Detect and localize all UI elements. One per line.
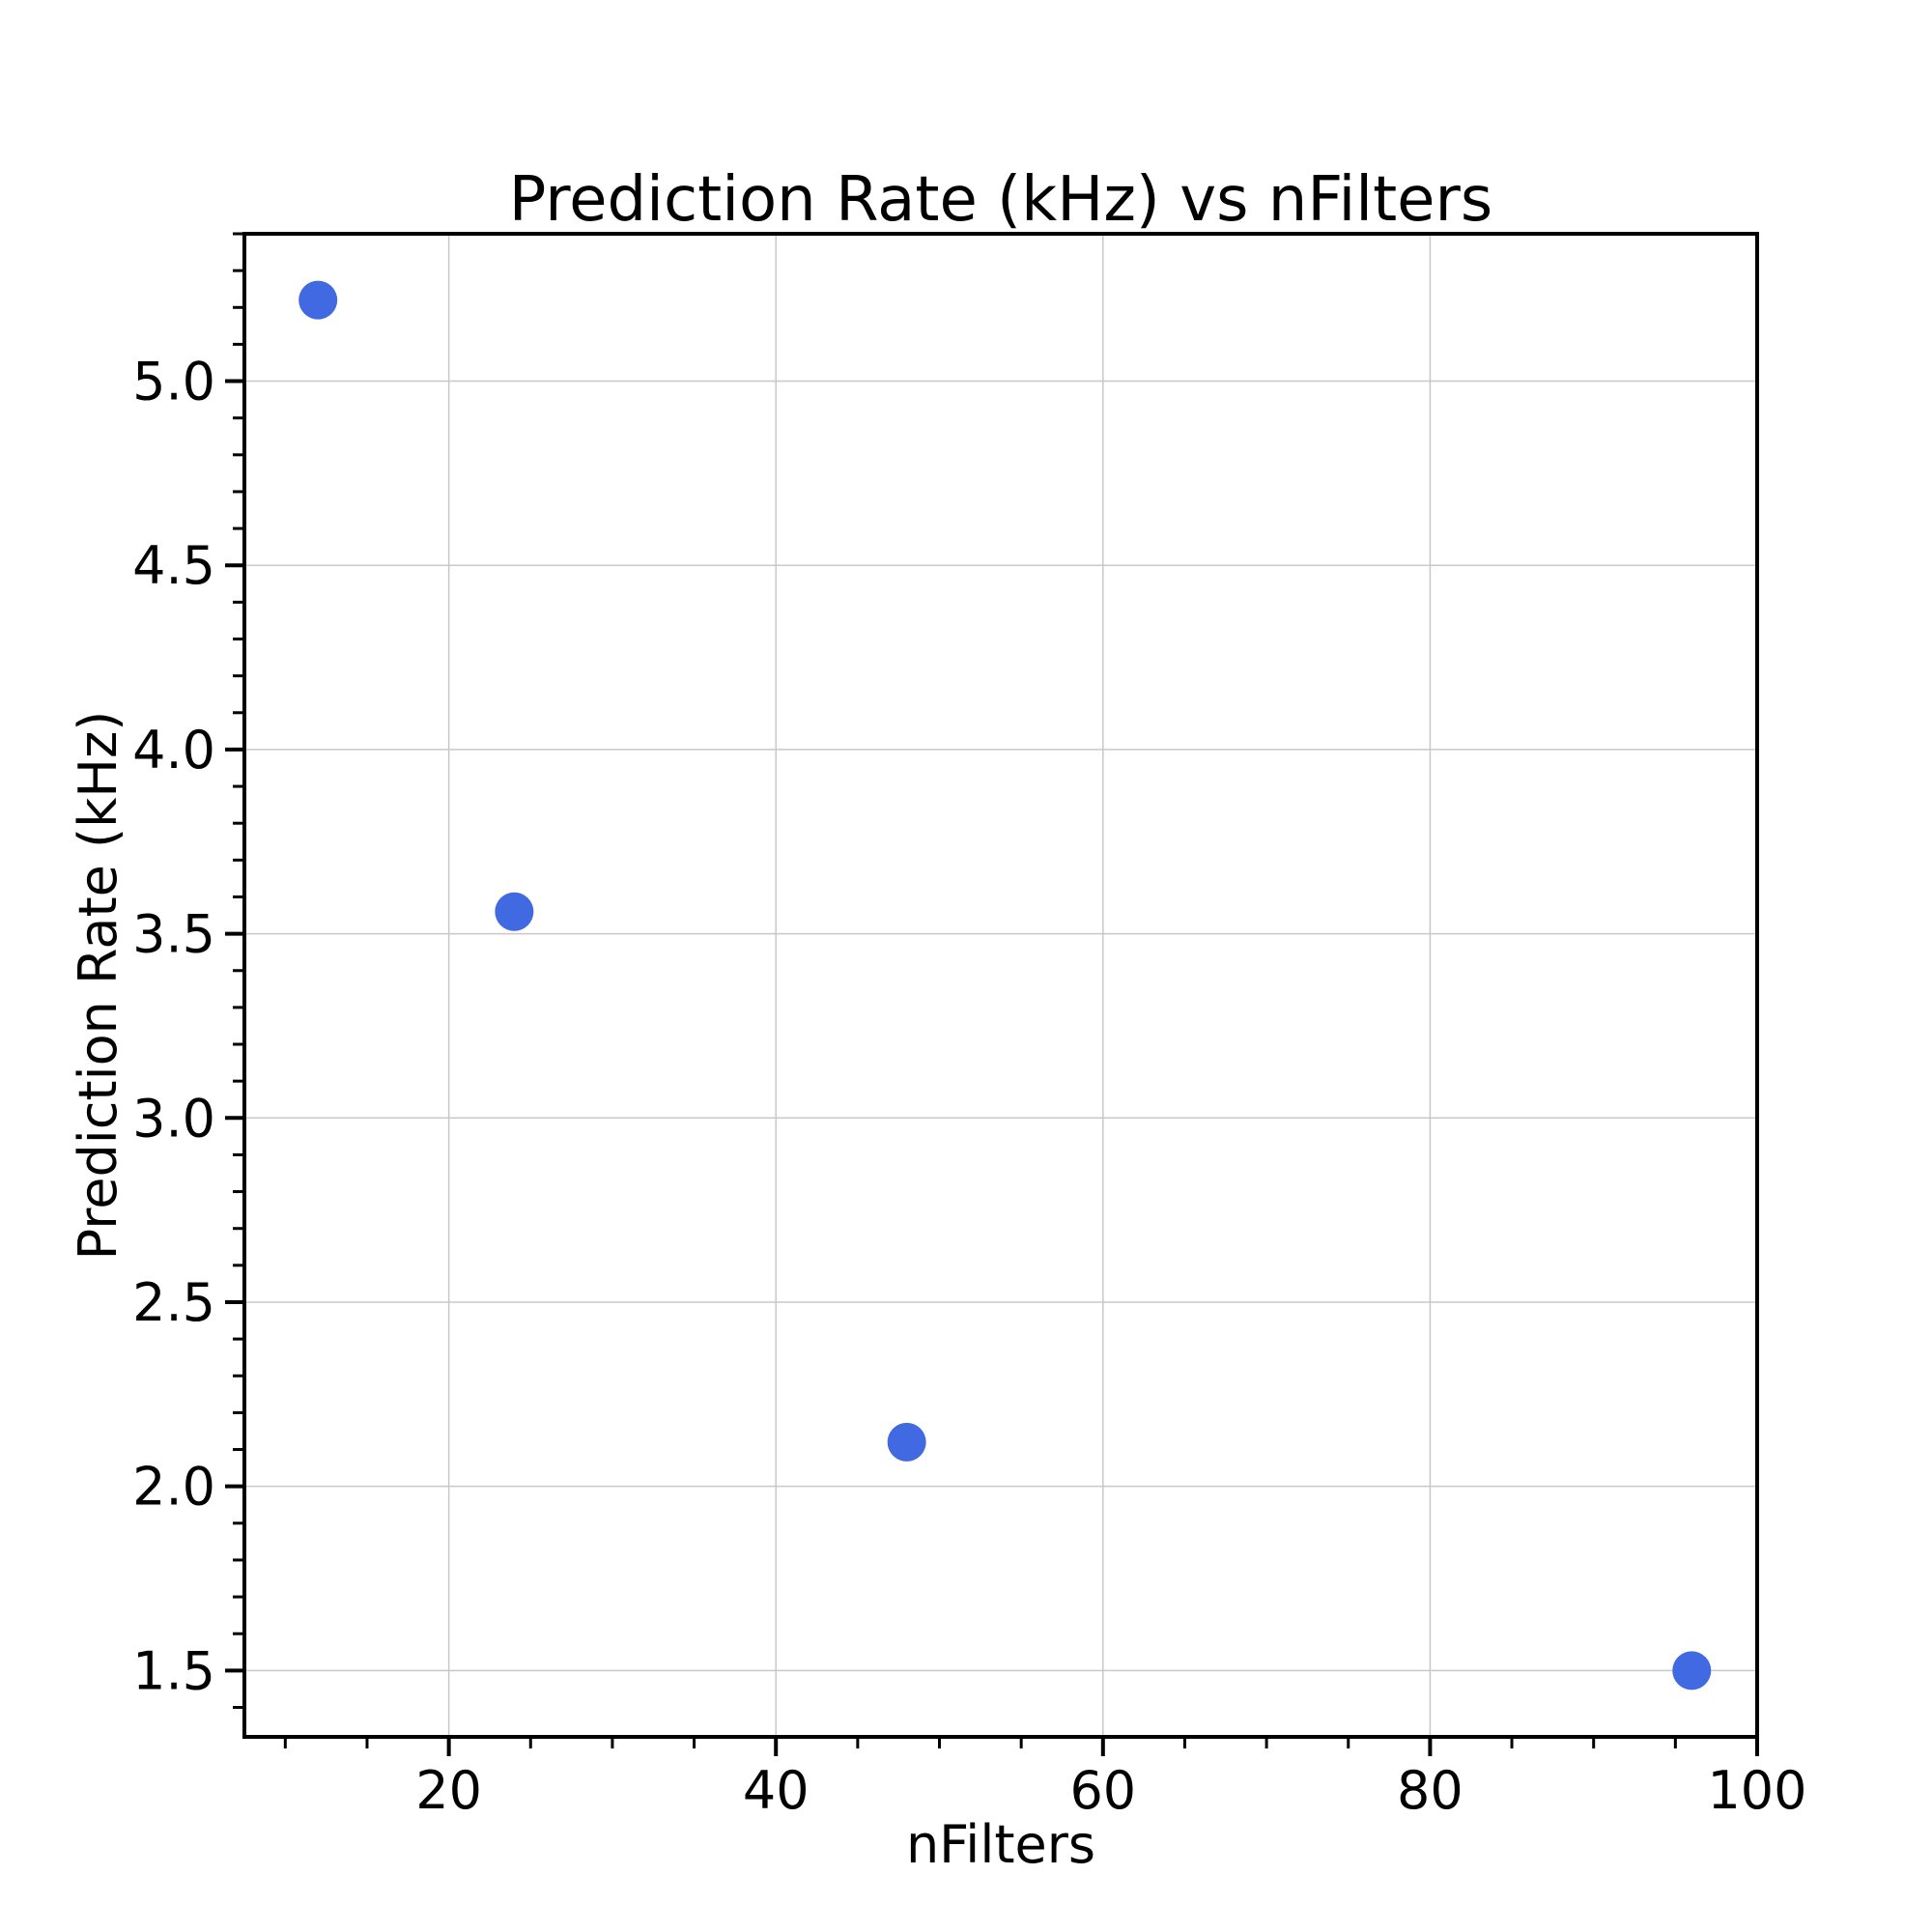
tick-labels: 20 40 60 80 100 1.5 2.0 2.5 3.0 3.5 4.0 4.5 5.0 [132, 352, 1806, 1821]
y-tick-label: 3.0 [132, 1088, 215, 1149]
y-tick-label: 3.5 [132, 904, 215, 965]
grid-lines [244, 234, 1758, 1737]
y-tick-label: 5.0 [132, 352, 215, 412]
data-point [495, 892, 534, 931]
y-axis-label: Prediction Rate (kHz) [68, 711, 128, 1261]
x-tick-label: 40 [743, 1760, 810, 1821]
y-tick-label: 1.5 [132, 1640, 215, 1701]
y-tick-label: 2.5 [132, 1272, 215, 1333]
axis-ticks [225, 232, 1759, 1756]
chart-title: Prediction Rate (kHz) vs nFilters [509, 164, 1492, 236]
y-tick-label: 4.5 [132, 535, 215, 596]
data-point [1672, 1651, 1712, 1690]
data-points [298, 280, 1712, 1690]
data-point [887, 1422, 926, 1462]
y-tick-label: 4.0 [132, 720, 215, 781]
data-point [298, 280, 338, 320]
x-tick-label: 100 [1707, 1760, 1806, 1821]
x-tick-label: 60 [1069, 1760, 1136, 1821]
y-tick-label: 2.0 [132, 1457, 215, 1518]
plot-area-frame [242, 232, 1759, 1739]
x-axis-label: nFilters [906, 1814, 1095, 1875]
x-tick-label: 20 [415, 1760, 482, 1821]
x-tick-label: 80 [1397, 1760, 1463, 1821]
